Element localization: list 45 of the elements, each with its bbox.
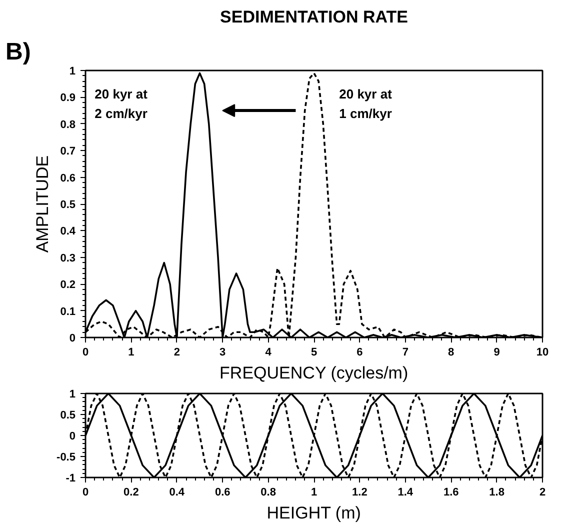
y-tick-label: 0	[69, 430, 76, 442]
x-tick-label: 1.2	[352, 486, 368, 498]
x-axis-title: FREQUENCY (cycles/m)	[220, 364, 408, 382]
x-tick-label: 4	[265, 346, 272, 358]
x-tick-label: 0	[82, 486, 89, 498]
x-tick-label: 3	[220, 346, 226, 358]
text: B)	[6, 38, 31, 66]
x-tick-label: 7	[402, 346, 408, 358]
y-axis-title: AMPLITUDE	[33, 155, 52, 253]
y-tick-label: 1	[69, 66, 76, 78]
y-tick-label: -0.5	[56, 452, 76, 464]
y-tick-label: 1	[69, 388, 76, 400]
annotation: 20 kyr at 1 cm/kyr	[339, 86, 393, 122]
x-axis-title: HEIGHT (m)	[266, 504, 361, 522]
y-tick-label: 0.5	[60, 199, 76, 211]
y-tick-label: 0	[69, 332, 76, 344]
x-tick-label: 1	[128, 346, 134, 358]
chart-title: SEDIMENTATION RATE	[220, 8, 408, 26]
x-tick-label: 2	[174, 346, 180, 358]
x-tick-label: 9	[494, 346, 500, 358]
x-tick-label: 6	[356, 346, 363, 358]
x-tick-label: 10	[536, 346, 549, 358]
y-tick-label: 0.2	[60, 279, 76, 292]
y-tick-label: 0.1	[60, 306, 76, 318]
x-tick-label: 1.6	[443, 486, 459, 498]
y-tick-label: 0.9	[60, 92, 76, 104]
x-tick-label: 0.8	[260, 486, 276, 498]
x-tick-label: 8	[448, 346, 454, 358]
x-tick-label: 2	[539, 486, 546, 498]
y-tick-label: 0.7	[60, 146, 76, 158]
x-tick-label: 0.6	[214, 486, 230, 498]
y-tick-label: 0.8	[60, 118, 76, 131]
x-tick-label: 1.4	[398, 486, 414, 498]
x-tick-label: 5	[310, 346, 318, 358]
x-tick-label: 0	[82, 346, 89, 358]
y-tick-label: 0.3	[60, 252, 76, 264]
annotation: 20 kyr at 2 cm/kyr	[94, 86, 148, 122]
y-tick-label: 0.6	[60, 172, 76, 184]
x-tick-label: 0.4	[169, 486, 186, 498]
y-tick-label: 0.5	[60, 410, 76, 422]
y-tick-label: 0.4	[60, 226, 76, 238]
y-tick-label: -1	[66, 472, 76, 484]
x-tick-label: 0.2	[124, 486, 139, 498]
x-tick-label: 1	[310, 486, 318, 498]
x-tick-label: 1.8	[489, 486, 504, 498]
